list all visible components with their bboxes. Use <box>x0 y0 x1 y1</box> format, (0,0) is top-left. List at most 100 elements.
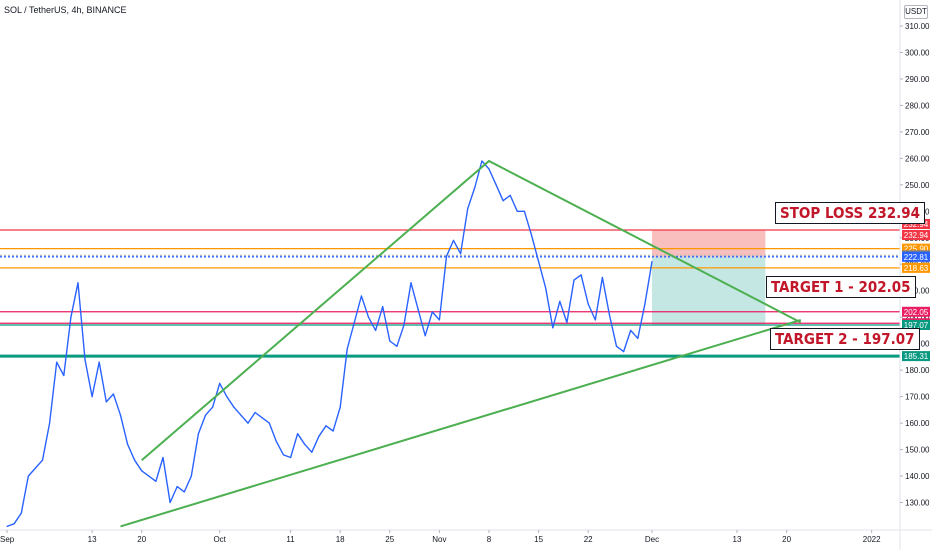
y-tick-label: 260.00 <box>905 154 930 163</box>
reward-zone <box>651 256 766 325</box>
price-point <box>566 321 568 324</box>
y-tick-label: 130.00 <box>905 499 930 508</box>
y-tick-label: 310.00 <box>905 22 930 31</box>
price-point <box>403 324 405 326</box>
price-point <box>49 422 51 424</box>
price-point <box>34 467 37 469</box>
price-point <box>304 443 306 445</box>
price-point <box>360 295 363 297</box>
price-point <box>417 308 419 310</box>
price-point <box>559 300 561 302</box>
price-point <box>6 525 8 527</box>
price-point <box>630 329 632 332</box>
price-point <box>77 282 79 284</box>
price-point <box>431 311 433 313</box>
price-point <box>56 361 58 363</box>
price-point <box>644 303 646 305</box>
price-point <box>424 335 426 337</box>
price-point <box>275 441 277 443</box>
price-point <box>374 329 377 332</box>
x-tick-label: Sep <box>0 535 15 544</box>
price-point <box>367 316 370 318</box>
x-tick-label: 13 <box>88 535 97 544</box>
price-point <box>467 208 469 210</box>
price-point <box>268 422 270 424</box>
price-point <box>84 358 86 361</box>
price-point <box>169 501 171 504</box>
trendline-1 <box>120 318 802 528</box>
price-point <box>233 406 235 408</box>
price-series-line-0 <box>6 160 653 528</box>
price-point <box>651 261 653 263</box>
price-point <box>134 459 136 461</box>
price-point <box>318 435 320 437</box>
price-point <box>502 200 504 202</box>
y-tick-label: 270.00 <box>905 128 930 137</box>
price-point <box>601 276 603 279</box>
price-tag-1 <box>902 243 930 254</box>
x-tick-label: 8 <box>487 535 492 544</box>
price-point <box>396 345 398 347</box>
price-point <box>91 396 93 398</box>
price-point <box>27 475 29 477</box>
price-point <box>20 512 22 514</box>
price-point <box>580 274 582 276</box>
x-tick-label: 25 <box>385 535 394 544</box>
price-point <box>126 443 129 445</box>
price-tag-label-1: 225.90 <box>904 245 929 254</box>
price-point <box>197 433 200 435</box>
price-point <box>623 351 625 353</box>
price-point <box>445 255 448 257</box>
price-point <box>155 480 157 482</box>
price-point <box>332 430 334 432</box>
stop-loss-label: STOP LOSS 232.94 <box>775 202 926 224</box>
x-tick-label: 18 <box>336 535 345 544</box>
price-point <box>537 261 540 263</box>
price-point <box>523 210 526 212</box>
price-tag-8 <box>902 351 930 362</box>
price-point <box>382 306 384 308</box>
currency-button[interactable]: USDT <box>904 5 928 19</box>
target-2-label: TARGET 2 - 197.07 <box>770 328 920 350</box>
price-point <box>105 401 107 403</box>
time-axis <box>0 530 932 550</box>
price-point <box>516 210 518 212</box>
price-point <box>587 303 589 305</box>
price-tag-label-8: 185.31 <box>904 352 929 361</box>
price-point <box>573 279 575 281</box>
x-tick-label: 11 <box>286 535 295 544</box>
price-point <box>204 414 207 416</box>
price-point <box>481 160 483 162</box>
y-tick-label: 170.00 <box>905 393 930 402</box>
price-tag-label-0: 232.94 <box>904 220 929 229</box>
price-tag-label-4: 218.63 <box>904 264 929 273</box>
price-point <box>219 382 221 384</box>
price-point <box>339 406 341 408</box>
price-point <box>297 433 299 435</box>
x-tick-label: 15 <box>534 535 543 544</box>
price-point <box>594 319 596 321</box>
target-1-label: TARGET 1 - 202.05 <box>766 276 916 298</box>
price-point <box>190 475 192 477</box>
price-point <box>261 417 263 419</box>
price-point <box>353 321 355 324</box>
price-point <box>615 345 618 347</box>
price-tag-3 <box>902 251 930 262</box>
y-tick-label: 290.00 <box>905 75 930 84</box>
x-tick-label: 2022 <box>863 535 881 544</box>
x-tick-label: Nov <box>432 535 446 544</box>
x-tick-label: 20 <box>137 535 146 544</box>
price-point <box>162 456 164 459</box>
trendline-0 <box>141 159 802 461</box>
price-point <box>70 316 72 318</box>
price-point <box>488 168 490 170</box>
price-point <box>98 361 100 363</box>
price-tag-0 <box>902 230 930 241</box>
price-point <box>13 523 15 525</box>
chart-symbol-title: SOL / TetherUS, 4h, BINANCE <box>4 5 127 15</box>
price-point <box>545 287 547 289</box>
price-point <box>289 456 292 459</box>
price-tag-4 <box>902 262 930 273</box>
price-point <box>438 319 440 321</box>
